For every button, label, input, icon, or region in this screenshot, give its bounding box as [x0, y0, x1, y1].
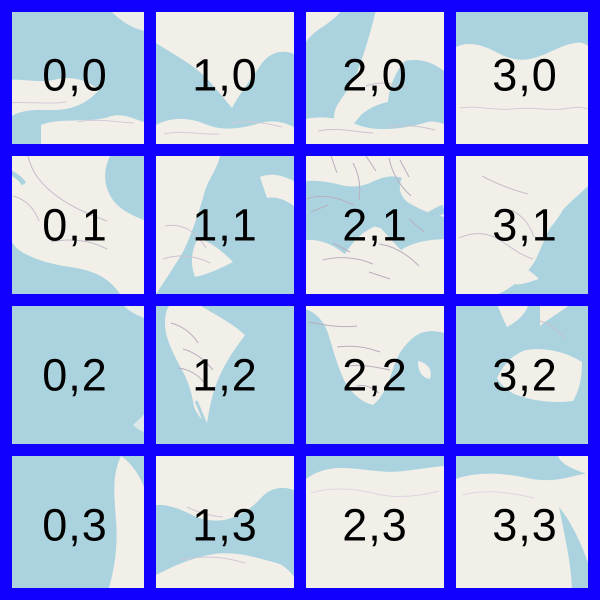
map-tile-2-0[interactable]: 2,0 [306, 6, 444, 144]
tile-terrain [456, 156, 594, 294]
grid-line [0, 144, 600, 156]
tile-terrain [306, 306, 444, 444]
map-tile-1-3[interactable]: 1,3 [156, 456, 294, 594]
map-tile-1-1[interactable]: 1,1 [156, 156, 294, 294]
map-tile-0-2[interactable]: 0,2 [6, 306, 144, 444]
tile-terrain [6, 306, 144, 444]
map-tile-0-3[interactable]: 0,3 [6, 456, 144, 594]
grid-line [444, 0, 456, 600]
map-tile-2-2[interactable]: 2,2 [306, 306, 444, 444]
tile-terrain [456, 306, 594, 444]
grid-line [0, 294, 600, 306]
grid-line [294, 0, 306, 600]
map-tile-3-1[interactable]: 3,1 [456, 156, 594, 294]
map-tile-1-2[interactable]: 1,2 [156, 306, 294, 444]
tile-terrain [306, 6, 444, 144]
map-tile-3-3[interactable]: 3,3 [456, 456, 594, 594]
map-tile-0-0[interactable]: 0,0 [6, 6, 144, 144]
tile-terrain [6, 6, 144, 144]
tile-terrain [6, 456, 144, 594]
map-tile-2-1[interactable]: 2,1 [306, 156, 444, 294]
grid-line [144, 0, 156, 600]
tile-terrain [156, 156, 294, 294]
map-tile-3-2[interactable]: 3,2 [456, 306, 594, 444]
map-tile-1-0[interactable]: 1,0 [156, 6, 294, 144]
tile-terrain [456, 456, 594, 594]
tile-terrain [456, 6, 594, 144]
grid-line [0, 444, 600, 456]
tile-terrain [156, 306, 294, 444]
map-tile-2-3[interactable]: 2,3 [306, 456, 444, 594]
tile-terrain [6, 156, 144, 294]
tile-terrain [156, 6, 294, 144]
tile-terrain [306, 456, 444, 594]
tile-terrain [306, 156, 444, 294]
map-tile-3-0[interactable]: 3,0 [456, 6, 594, 144]
map-tile-0-1[interactable]: 0,1 [6, 156, 144, 294]
tile-terrain [156, 456, 294, 594]
